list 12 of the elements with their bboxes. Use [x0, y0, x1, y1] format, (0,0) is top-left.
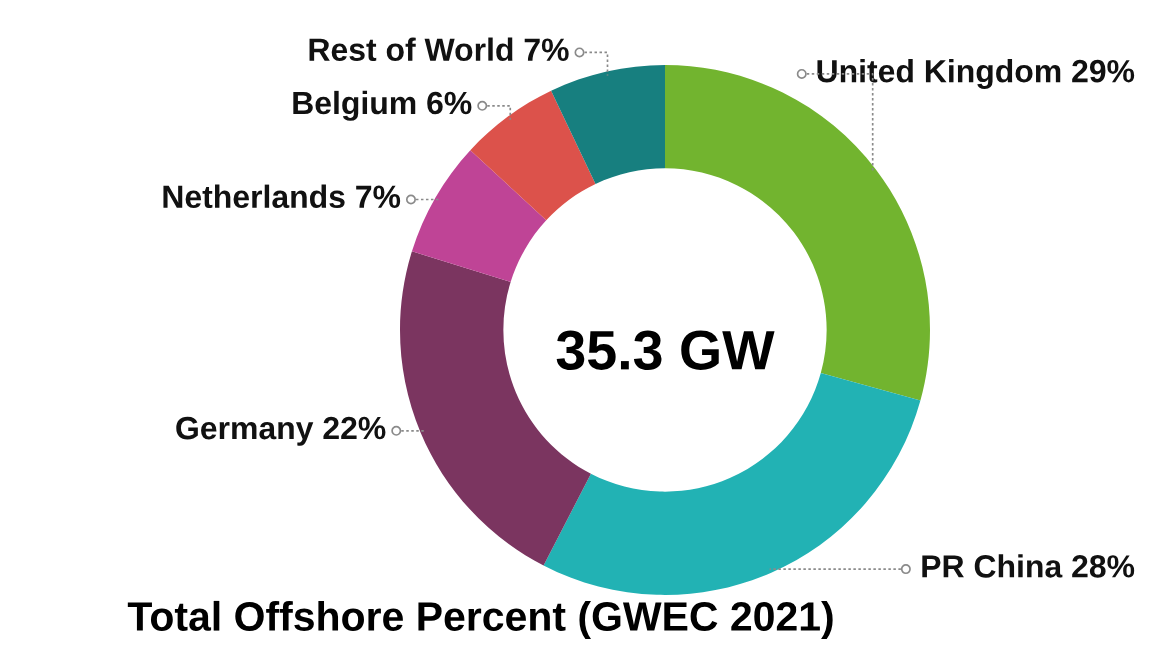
donut-slice — [551, 65, 665, 185]
donut-slice — [543, 373, 921, 595]
donut-slice — [411, 150, 547, 282]
text: 35.3 GW — [556, 330, 775, 370]
slice-label: Rest of World 7% — [309, 37, 569, 61]
slice-label: Belgium 6% — [293, 90, 472, 121]
donut-slice — [470, 90, 596, 221]
slice-label: PR China 28% — [922, 554, 1135, 578]
slice-label: United Kingdom 29% — [817, 58, 1135, 89]
slice-label: Netherlands 7% — [163, 184, 401, 209]
text: Total Offshore Percent (GWEC 2021) — [127, 600, 833, 640]
slice-label: Germany 22% — [176, 416, 386, 446]
